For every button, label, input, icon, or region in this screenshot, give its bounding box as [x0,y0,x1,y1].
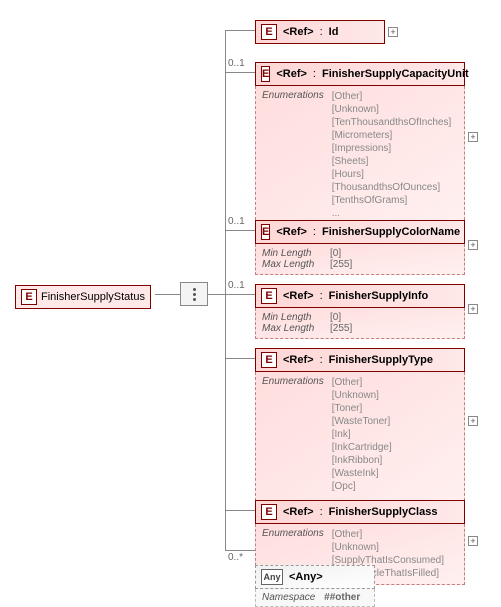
connector-line [225,550,255,551]
element-badge-icon: E [261,288,277,304]
any-badge-icon: Any [261,569,283,585]
enum-section-label: Enumerations [262,90,324,220]
type-sep: : [320,26,323,38]
connector-line [225,30,255,31]
ref-label: <Ref> [276,226,307,238]
min-length-label: Min Length [262,248,322,259]
detail-box-color-name: Min Length [0] Max Length [255] [255,244,465,275]
cardinality-label: 0..1 [228,280,245,291]
root-label: FinisherSupplyStatus [41,291,145,303]
connector-line [225,72,255,73]
enum-list: [Other] [Unknown] [Toner] [WasteToner] [… [332,376,392,506]
ref-header-id[interactable]: E <Ref> : Id [255,20,385,44]
any-label: <Any> [289,571,323,583]
type-sep: : [320,354,323,366]
node-supply-type: E <Ref> : FinisherSupplyType Enumeration… [255,348,465,511]
max-length-label: Max Length [262,323,322,334]
ref-header-capacity-unit[interactable]: E <Ref> : FinisherSupplyCapacityUnit [255,62,465,86]
node-any: Any <Any> Namespace ##other [255,565,375,607]
enum-list: [Other] [Unknown] [TenThousandthsOfInche… [332,90,452,220]
max-length-value: [255] [330,323,352,334]
type-label: FinisherSupplyClass [329,506,438,518]
namespace-value: ##other [324,592,360,603]
connector-line [155,294,180,295]
element-badge-icon: E [261,24,277,40]
ref-label: <Ref> [283,290,314,302]
min-length-value: [0] [330,248,341,259]
expand-button[interactable]: + [388,27,398,37]
type-label: FinisherSupplyType [329,354,433,366]
root-element[interactable]: E FinisherSupplyStatus [15,285,151,309]
element-badge-icon: E [21,289,37,305]
min-length-value: [0] [330,312,341,323]
element-badge-icon: E [261,504,277,520]
node-capacity-unit: E <Ref> : FinisherSupplyCapacityUnit Enu… [255,62,465,225]
expand-button[interactable]: + [468,132,478,142]
namespace-label: Namespace [262,592,315,603]
node-color-name: E <Ref> : FinisherSupplyColorName Min Le… [255,220,465,275]
element-badge-icon: E [261,224,270,240]
any-detail: Namespace ##other [255,589,375,607]
detail-box-supply-type: Enumerations [Other] [Unknown] [Toner] [… [255,372,465,511]
ref-label: <Ref> [283,354,314,366]
max-length-value: [255] [330,259,352,270]
connector-trunk [225,30,226,550]
node-info: E <Ref> : FinisherSupplyInfo Min Length [… [255,284,465,339]
cardinality-label: 0..1 [228,58,245,69]
cardinality-label: 0..1 [228,216,245,227]
type-sep: : [313,226,316,238]
any-header[interactable]: Any <Any> [255,565,375,589]
type-sep: : [320,290,323,302]
type-label: FinisherSupplyColorName [322,226,460,238]
connector-line [208,294,225,295]
sequence-compositor[interactable] [180,282,208,306]
ref-label: <Ref> [283,506,314,518]
detail-box-capacity-unit: Enumerations [Other] [Unknown] [TenThous… [255,86,465,225]
type-sep: : [320,506,323,518]
min-length-label: Min Length [262,312,322,323]
ref-header-color-name[interactable]: E <Ref> : FinisherSupplyColorName [255,220,465,244]
cardinality-label: 0..* [228,552,243,563]
type-sep: : [313,68,316,80]
ref-label: <Ref> [276,68,307,80]
type-label: FinisherSupplyInfo [329,290,429,302]
connector-line [225,358,255,359]
connector-line [225,510,255,511]
ref-header-supply-class[interactable]: E <Ref> : FinisherSupplyClass [255,500,465,524]
connector-line [225,294,255,295]
connector-line [225,230,255,231]
ref-label: <Ref> [283,26,314,38]
detail-box-info: Min Length [0] Max Length [255] [255,308,465,339]
expand-button[interactable]: + [468,304,478,314]
element-badge-icon: E [261,66,270,82]
schema-diagram: E FinisherSupplyStatus E <Ref> : Id + 0.… [10,10,491,586]
type-label: Id [329,26,339,38]
enum-section-label: Enumerations [262,376,324,506]
expand-button[interactable]: + [468,240,478,250]
type-label: FinisherSupplyCapacityUnit [322,68,469,80]
element-badge-icon: E [261,352,277,368]
expand-button[interactable]: + [468,416,478,426]
sequence-dots-icon [193,288,196,301]
ref-header-supply-type[interactable]: E <Ref> : FinisherSupplyType [255,348,465,372]
node-id: E <Ref> : Id [255,20,385,44]
ref-header-info[interactable]: E <Ref> : FinisherSupplyInfo [255,284,465,308]
max-length-label: Max Length [262,259,322,270]
expand-button[interactable]: + [468,536,478,546]
